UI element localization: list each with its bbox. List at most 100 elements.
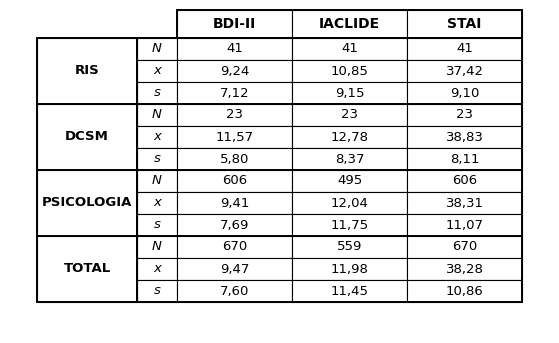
- Text: 38,28: 38,28: [446, 262, 484, 275]
- Bar: [177, 10, 522, 38]
- Bar: [37, 38, 137, 104]
- Text: 11,57: 11,57: [215, 130, 254, 143]
- Text: x: x: [153, 262, 161, 275]
- Bar: [37, 236, 137, 302]
- Text: 559: 559: [337, 240, 362, 253]
- Text: N: N: [152, 108, 162, 121]
- Text: 11,45: 11,45: [330, 284, 368, 297]
- Text: 23: 23: [226, 108, 243, 121]
- Bar: [292, 258, 407, 280]
- Bar: [177, 148, 292, 170]
- Text: x: x: [153, 197, 161, 210]
- Text: 38,83: 38,83: [446, 130, 484, 143]
- Bar: [177, 82, 292, 104]
- Bar: [292, 214, 407, 236]
- Bar: [37, 104, 137, 170]
- Bar: [292, 60, 407, 82]
- Bar: [137, 82, 177, 104]
- Bar: [177, 192, 292, 214]
- Text: s: s: [154, 284, 160, 297]
- Bar: [292, 236, 407, 258]
- Text: 8,37: 8,37: [335, 153, 364, 166]
- Bar: [292, 170, 407, 192]
- Text: RIS: RIS: [74, 64, 100, 78]
- Text: x: x: [153, 130, 161, 143]
- Text: 11,98: 11,98: [330, 262, 368, 275]
- Bar: [407, 280, 522, 302]
- Bar: [177, 258, 292, 280]
- Bar: [137, 38, 177, 60]
- Text: 23: 23: [456, 108, 473, 121]
- Bar: [177, 104, 292, 126]
- Bar: [407, 82, 522, 104]
- Text: 38,31: 38,31: [446, 197, 484, 210]
- Text: 9,10: 9,10: [450, 86, 479, 99]
- Bar: [177, 10, 292, 38]
- Bar: [137, 214, 177, 236]
- Text: 495: 495: [337, 175, 362, 188]
- Text: BDI-II: BDI-II: [213, 17, 256, 31]
- Text: 7,12: 7,12: [220, 86, 249, 99]
- Text: 8,11: 8,11: [450, 153, 479, 166]
- Bar: [292, 148, 407, 170]
- Text: s: s: [154, 86, 160, 99]
- Bar: [292, 82, 407, 104]
- Bar: [407, 38, 522, 60]
- Text: 37,42: 37,42: [446, 64, 484, 78]
- Bar: [177, 38, 292, 60]
- Bar: [407, 258, 522, 280]
- Text: N: N: [152, 43, 162, 56]
- Text: 670: 670: [452, 240, 477, 253]
- Bar: [292, 104, 407, 126]
- Bar: [177, 214, 292, 236]
- Bar: [37, 170, 137, 236]
- Text: x: x: [153, 64, 161, 78]
- Bar: [137, 192, 177, 214]
- Bar: [177, 236, 292, 258]
- Text: 670: 670: [222, 240, 247, 253]
- Bar: [137, 104, 177, 126]
- Text: 606: 606: [222, 175, 247, 188]
- Text: 7,69: 7,69: [220, 218, 249, 232]
- Bar: [137, 38, 522, 302]
- Bar: [137, 280, 177, 302]
- Bar: [137, 60, 177, 82]
- Bar: [292, 10, 407, 38]
- Text: 9,24: 9,24: [220, 64, 249, 78]
- Text: 23: 23: [341, 108, 358, 121]
- Bar: [177, 126, 292, 148]
- Bar: [407, 236, 522, 258]
- Bar: [137, 148, 177, 170]
- Text: 606: 606: [452, 175, 477, 188]
- Bar: [407, 60, 522, 82]
- Bar: [37, 38, 137, 302]
- Bar: [407, 148, 522, 170]
- Text: 12,04: 12,04: [330, 197, 368, 210]
- Text: DCSM: DCSM: [65, 130, 109, 143]
- Text: 41: 41: [456, 43, 473, 56]
- Text: 10,86: 10,86: [446, 284, 484, 297]
- Text: 9,47: 9,47: [220, 262, 249, 275]
- Bar: [177, 280, 292, 302]
- Bar: [292, 280, 407, 302]
- Text: 12,78: 12,78: [330, 130, 368, 143]
- Text: 9,15: 9,15: [335, 86, 364, 99]
- Text: IACLIDE: IACLIDE: [319, 17, 380, 31]
- Text: 11,07: 11,07: [446, 218, 484, 232]
- Bar: [407, 10, 522, 38]
- Text: 7,60: 7,60: [220, 284, 249, 297]
- Text: N: N: [152, 175, 162, 188]
- Bar: [137, 170, 177, 192]
- Text: TOTAL: TOTAL: [63, 262, 111, 275]
- Bar: [177, 60, 292, 82]
- Text: s: s: [154, 218, 160, 232]
- Bar: [292, 192, 407, 214]
- Text: 10,85: 10,85: [330, 64, 368, 78]
- Bar: [137, 236, 177, 258]
- Text: N: N: [152, 240, 162, 253]
- Bar: [407, 192, 522, 214]
- Text: PSICOLOGIA: PSICOLOGIA: [42, 197, 132, 210]
- Text: 41: 41: [226, 43, 243, 56]
- Bar: [292, 38, 407, 60]
- Text: 9,41: 9,41: [220, 197, 249, 210]
